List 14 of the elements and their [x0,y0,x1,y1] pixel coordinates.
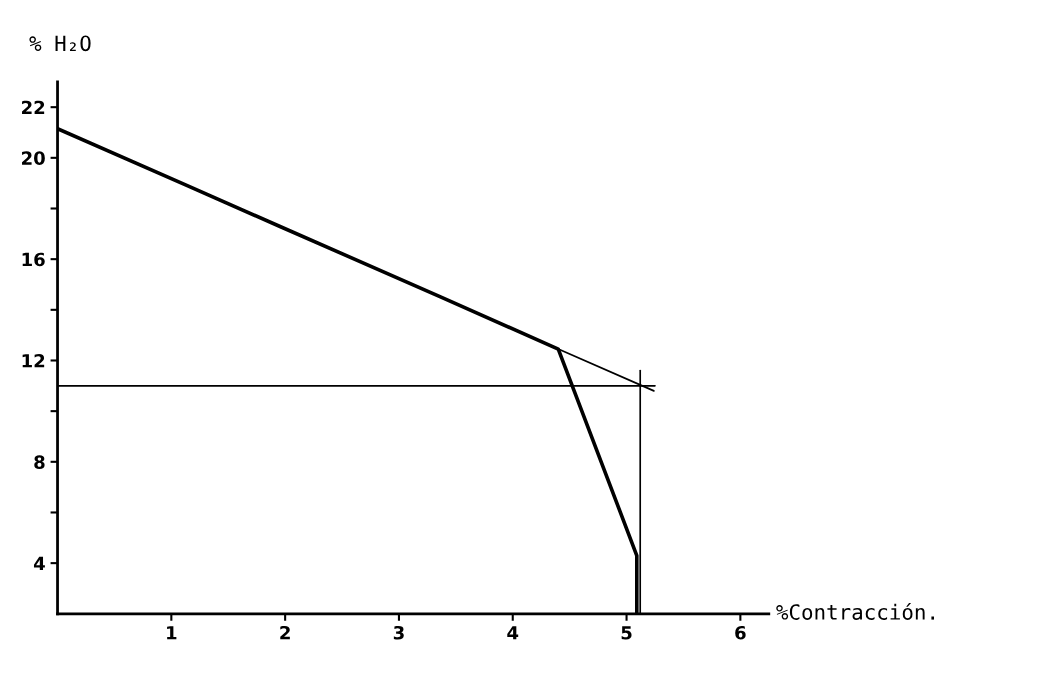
y-tick-label: 12 [22,353,45,368]
x-tick-label: 6 [735,625,746,640]
y-tick-label: 16 [22,252,45,267]
x-axis-title: %Contracción. [776,602,934,620]
y-axis-title: % H₂O [29,35,91,52]
x-tick-label: 4 [507,626,519,640]
x-tick-label: 1 [167,626,177,640]
x-tick-label: 5 [621,626,632,640]
y-tick-label: 8 [34,455,45,469]
y-tick-label: 22 [22,100,45,115]
y-tick-label: 4 [33,556,45,570]
x-tick-label: 2 [280,625,290,640]
y-tick-label: 20 [22,151,45,165]
x-tick-label: 3 [393,625,404,640]
